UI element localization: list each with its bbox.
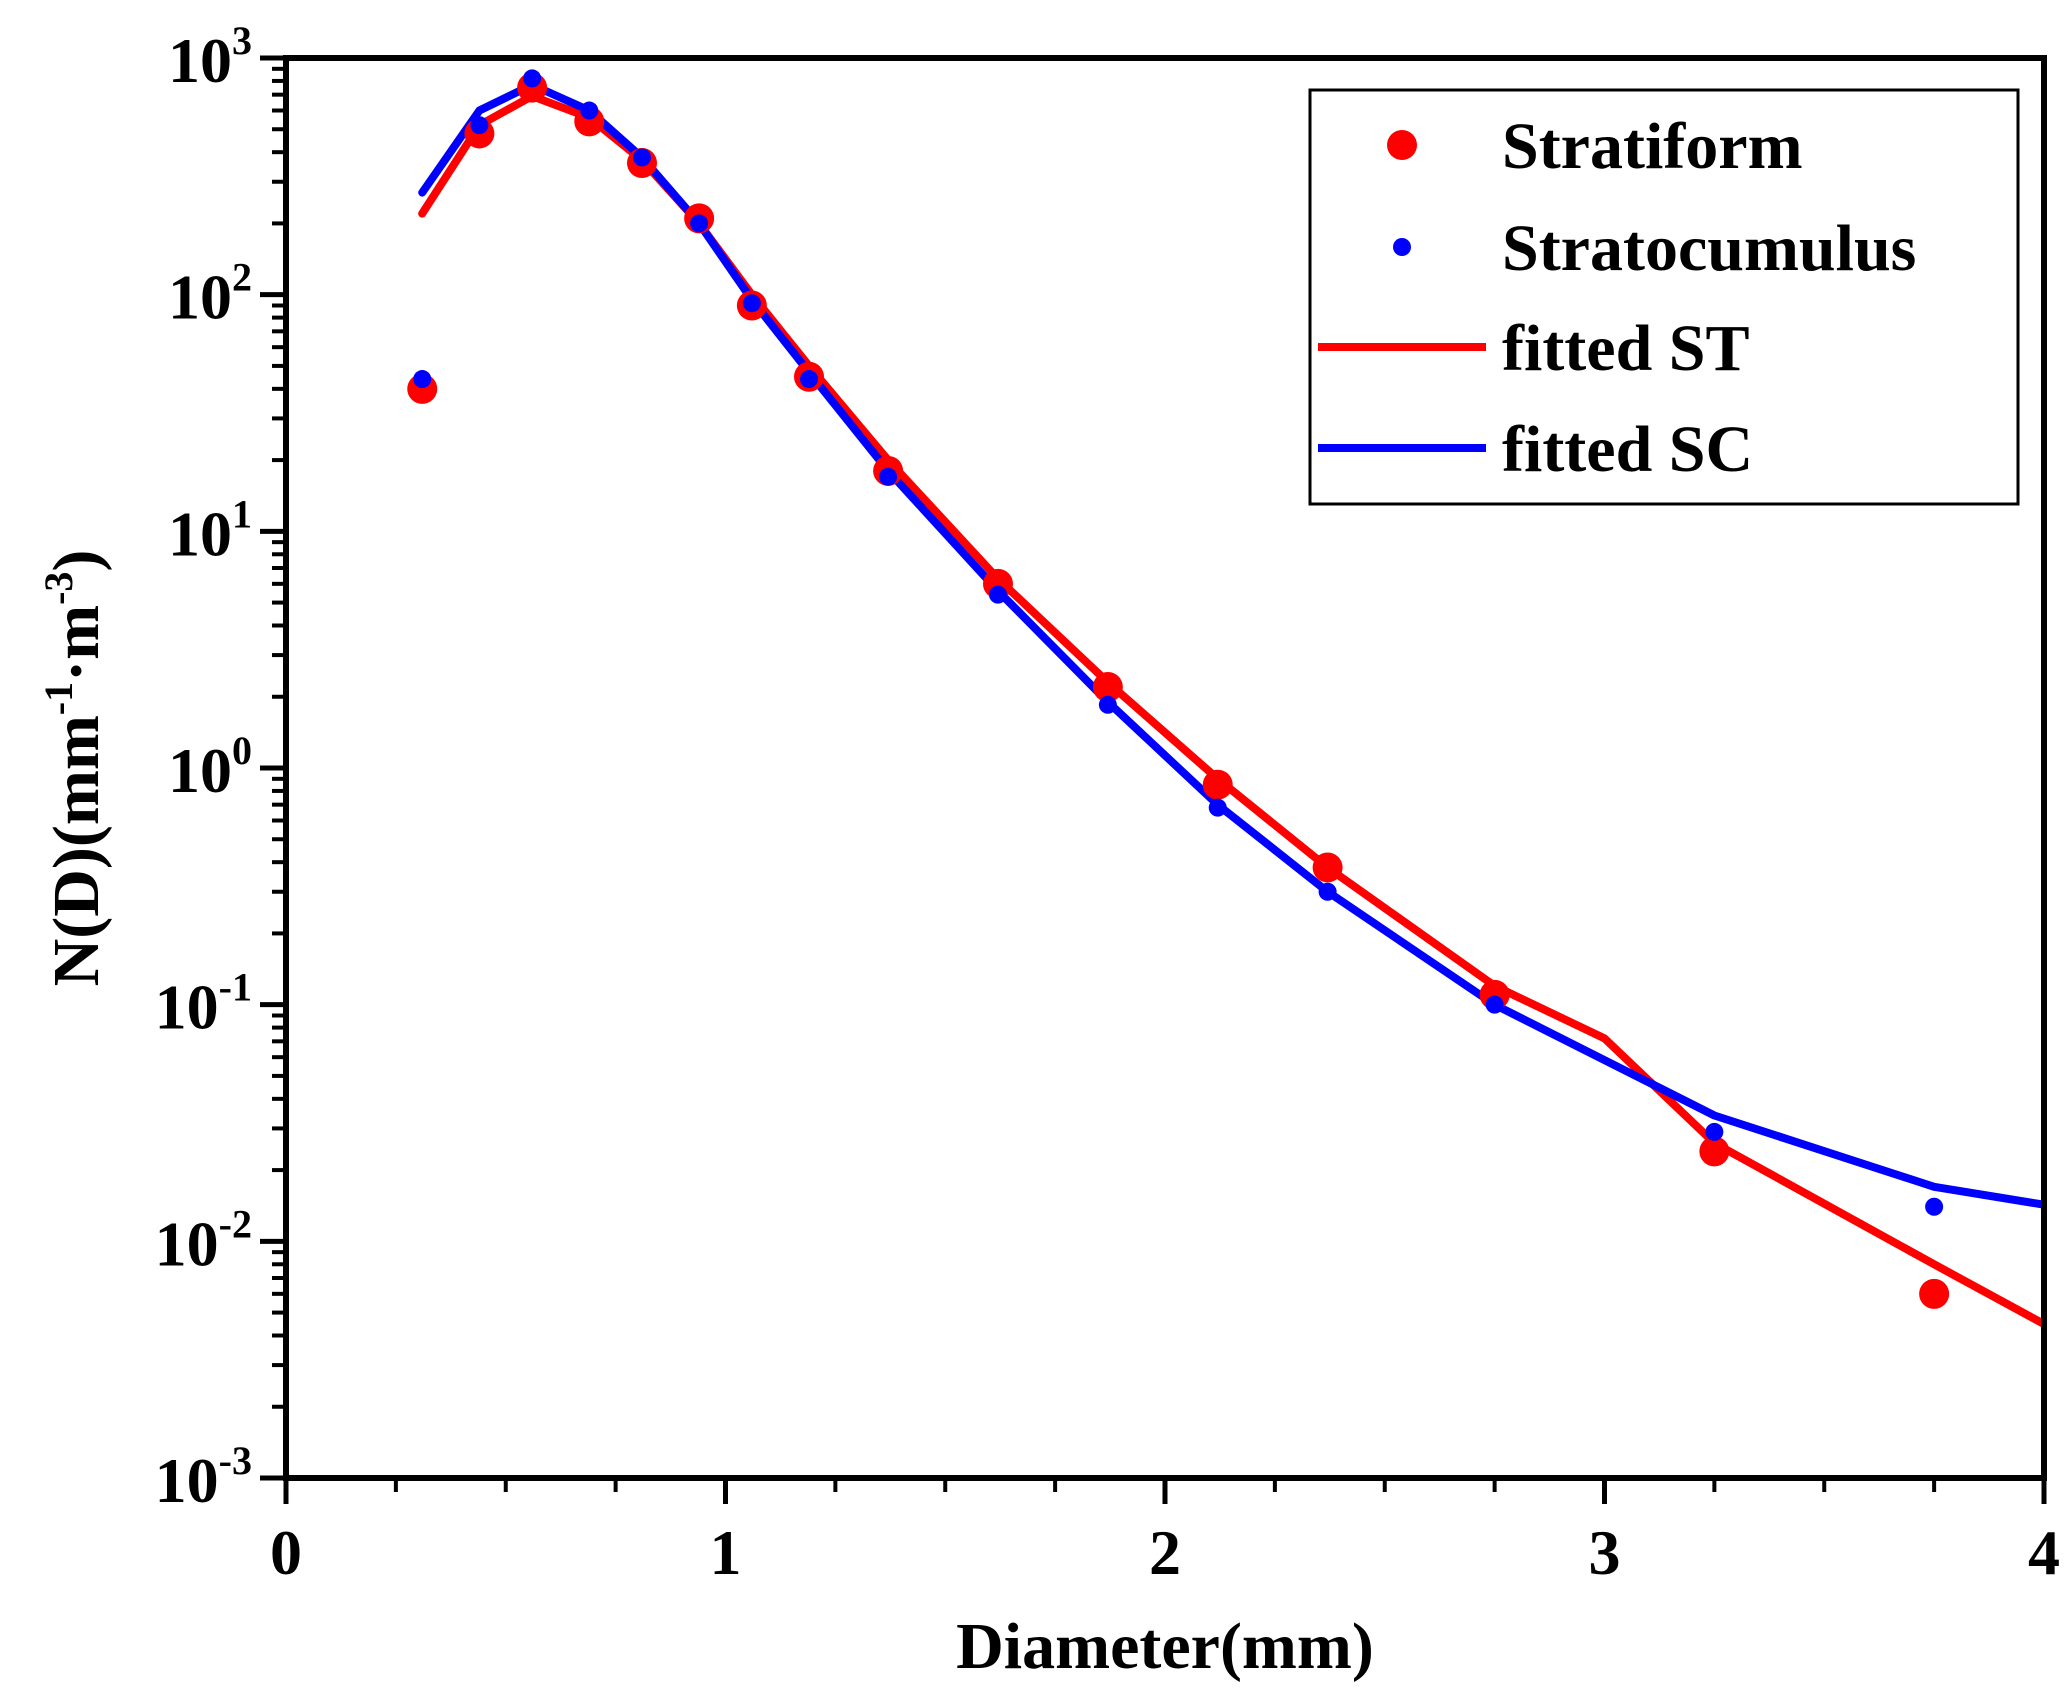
point-stratocumulus-15 xyxy=(1925,1197,1944,1216)
y-tick-label-base-0: 10 xyxy=(155,1445,219,1516)
legend: Stratiform Stratocumulus fitted ST fitte… xyxy=(1308,88,2020,506)
point-stratiform-10 xyxy=(1092,671,1123,702)
y-tick-label-base-1: 10 xyxy=(155,1208,219,1279)
y-tick-label-exp-2: -1 xyxy=(219,965,252,1010)
point-stratocumulus-14 xyxy=(1705,1122,1724,1141)
x-tick-label-2: 2 xyxy=(1149,1517,1181,1588)
y-axis-label-exp2: -3 xyxy=(36,572,81,605)
point-stratocumulus-11 xyxy=(1208,798,1227,817)
y-tick-label-exp-5: 2 xyxy=(232,255,252,300)
y-tick-label-5: 102 xyxy=(168,255,252,333)
point-stratocumulus-0 xyxy=(413,370,432,389)
x-tick-label-1: 1 xyxy=(710,1517,742,1588)
y-tick-label-6: 103 xyxy=(168,18,252,96)
y-tick-label-exp-0: -3 xyxy=(219,1438,252,1483)
point-stratocumulus-4 xyxy=(632,148,651,167)
legend-label-stratiform: Stratiform xyxy=(1502,110,1803,183)
point-stratocumulus-13 xyxy=(1485,995,1504,1014)
point-stratocumulus-3 xyxy=(580,101,599,120)
y-tick-label-base-4: 10 xyxy=(168,498,232,569)
y-tick-label-exp-4: 1 xyxy=(232,491,252,536)
y-axis-label: N(D)(mm-1·m-3) xyxy=(36,550,113,987)
y-tick-label-1: 10-2 xyxy=(155,1201,252,1279)
y-tick-label-0: 10-3 xyxy=(155,1438,252,1516)
point-stratocumulus-1 xyxy=(470,116,489,135)
y-axis-label-end: ) xyxy=(40,550,113,572)
y-tick-label-4: 101 xyxy=(168,491,252,569)
x-tick-label-0: 0 xyxy=(270,1517,302,1588)
point-stratocumulus-8 xyxy=(879,467,898,486)
point-stratocumulus-2 xyxy=(523,69,542,88)
point-stratocumulus-10 xyxy=(1098,695,1117,714)
point-stratocumulus-9 xyxy=(988,585,1007,604)
point-stratiform-12 xyxy=(1312,852,1343,883)
y-tick-label-base-6: 10 xyxy=(168,25,232,96)
legend-label-fitted-sc: fitted SC xyxy=(1502,413,1753,486)
y-tick-label-exp-1: -2 xyxy=(219,1201,252,1246)
y-tick-label-base-2: 10 xyxy=(155,972,219,1043)
x-tick-label-4: 4 xyxy=(2028,1517,2060,1588)
legend-box xyxy=(1308,88,2020,506)
series-layer xyxy=(407,69,2044,1329)
point-stratiform-11 xyxy=(1202,769,1233,800)
point-stratiform-14 xyxy=(1699,1136,1730,1167)
y-tick-label-exp-6: 3 xyxy=(232,18,252,63)
y-tick-label-2: 10-1 xyxy=(155,965,252,1043)
point-stratocumulus-6 xyxy=(742,294,761,313)
y-tick-label-3: 100 xyxy=(168,728,252,806)
x-tick-label-3: 3 xyxy=(1589,1517,1621,1588)
point-stratocumulus-12 xyxy=(1318,882,1337,901)
legend-label-fitted-st: fitted ST xyxy=(1502,312,1750,385)
y-tick-label-base-5: 10 xyxy=(168,262,232,333)
x-axis-label: Diameter(mm) xyxy=(956,1610,1374,1683)
y-tick-label-exp-3: 0 xyxy=(232,728,252,773)
plot-frame xyxy=(283,55,2047,1481)
point-stratocumulus-5 xyxy=(690,214,709,233)
legend-marker-stratiform xyxy=(1387,130,1417,160)
legend-marker-stratocumulus xyxy=(1393,238,1411,256)
y-tick-label-base-3: 10 xyxy=(168,735,232,806)
series-line-fitted-sc xyxy=(418,80,2044,1209)
legend-label-stratocumulus: Stratocumulus xyxy=(1502,212,1916,285)
y-axis-label-exp1: -1 xyxy=(36,682,81,715)
point-stratiform-15 xyxy=(1919,1278,1950,1309)
point-stratocumulus-7 xyxy=(800,370,819,389)
y-axis-label-base: N(D)(mm xyxy=(40,715,113,986)
y-axis-label-mid: ·m xyxy=(40,605,113,682)
